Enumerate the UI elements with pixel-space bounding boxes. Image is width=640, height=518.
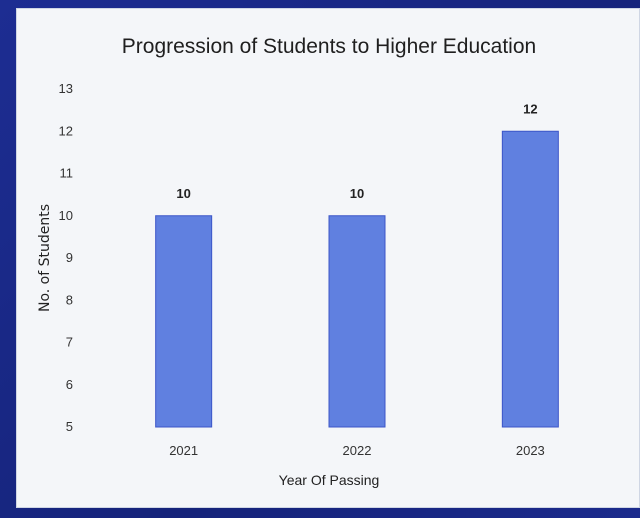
y-tick-label: 11 (60, 166, 74, 181)
data-label: 10 (176, 186, 190, 201)
y-tick-label: 9 (66, 250, 73, 265)
bar (501, 130, 559, 428)
y-tick-label: 13 (59, 81, 73, 96)
y-tick-label: 7 (66, 335, 73, 350)
data-label: 10 (350, 186, 364, 201)
x-tick-label: 2022 (343, 443, 372, 458)
y-tick-label: 12 (59, 123, 73, 138)
y-tick-label: 8 (66, 292, 73, 307)
y-axis-label: No. of Students (37, 204, 53, 312)
data-label: 12 (523, 101, 537, 116)
bar (155, 215, 213, 428)
bar-chart: 5 6 7 8 9 10 11 12 13 No. of Students 10 2021 10 2022… (37, 81, 559, 488)
y-tick-label: 5 (66, 419, 73, 434)
x-tick-label: 2023 (516, 443, 545, 458)
chart-title: Progression of Students to Higher Educat… (121, 35, 537, 58)
x-tick-label: 2021 (169, 443, 198, 458)
x-axis-label: Year Of Passing (279, 472, 380, 488)
chart-card: Progression of Students to Higher Educat… (16, 8, 640, 508)
y-tick-label: 10 (59, 208, 73, 223)
bar (328, 215, 386, 428)
y-tick-label: 6 (66, 377, 73, 392)
